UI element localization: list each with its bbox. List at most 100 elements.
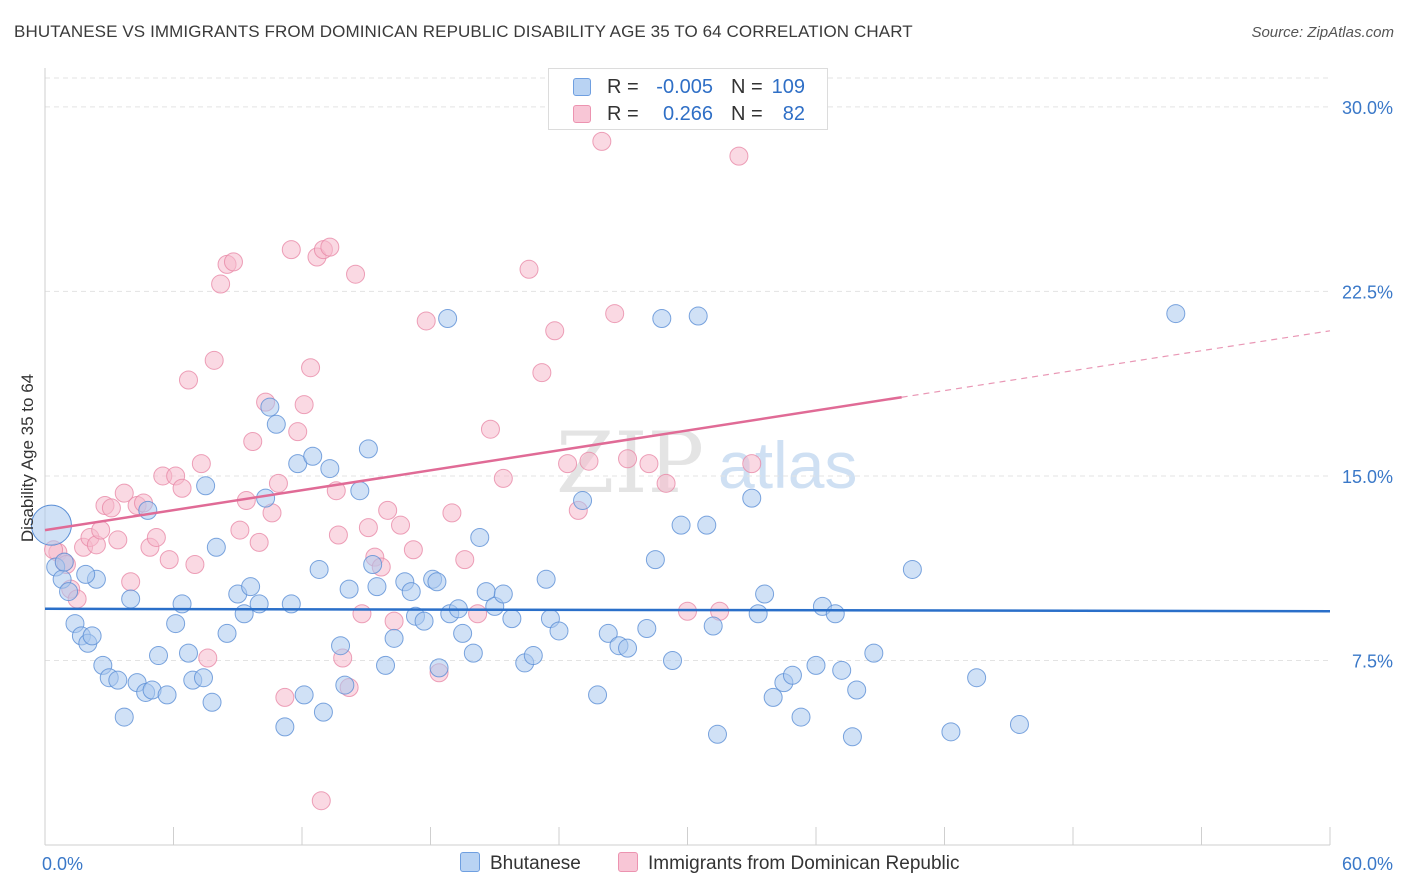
data-point: [755, 584, 775, 604]
data-point: [549, 621, 569, 641]
legend-item-bhutanese: Bhutanese: [460, 852, 581, 875]
n-label: N =: [731, 76, 763, 98]
data-point: [378, 500, 398, 520]
pink-swatch: [573, 105, 591, 123]
data-point: [157, 685, 177, 705]
data-point: [455, 550, 475, 570]
n-label: N =: [731, 103, 763, 125]
trend-line-bhutanese: [44, 607, 1331, 613]
data-point: [1166, 304, 1186, 324]
data-point: [193, 668, 213, 688]
r-label: R =: [607, 76, 639, 98]
x-tick-label-min: 0.0%: [42, 854, 83, 874]
x-tick-labels: 0.0% 60.0%: [42, 854, 1393, 874]
data-point: [339, 579, 359, 599]
data-point: [806, 655, 826, 675]
data-point: [536, 569, 556, 589]
data-point: [742, 454, 762, 474]
data-point: [493, 468, 513, 488]
data-point: [847, 680, 867, 700]
data-point: [101, 498, 121, 518]
data-point: [313, 702, 333, 722]
legend-label: Immigrants from Dominican Republic: [648, 853, 960, 874]
data-point: [108, 670, 128, 690]
data-point: [294, 685, 314, 705]
data-point: [637, 618, 657, 638]
data-point: [275, 687, 295, 707]
data-point: [618, 449, 638, 469]
data-point: [367, 577, 387, 597]
data-point: [178, 370, 198, 390]
data-point: [114, 483, 134, 503]
data-point: [376, 655, 396, 675]
data-point: [294, 395, 314, 415]
y-tick-label: 15.0%: [1342, 467, 1393, 487]
data-point: [108, 530, 128, 550]
grid: [45, 77, 1330, 661]
data-point: [178, 643, 198, 663]
data-point: [573, 491, 593, 511]
data-point: [301, 358, 321, 378]
data-point: [403, 540, 423, 560]
blue-swatch: [460, 852, 480, 872]
data-point: [639, 454, 659, 474]
data-point: [281, 240, 301, 260]
data-point: [204, 350, 224, 370]
data-point: [825, 604, 845, 624]
data-point: [198, 648, 218, 668]
trend-line-dominican: [44, 395, 902, 532]
data-point: [842, 727, 862, 747]
data-point: [121, 572, 141, 592]
data-point: [268, 473, 288, 493]
y-tick-labels: 7.5% 15.0% 22.5% 30.0%: [1342, 98, 1393, 672]
data-point: [76, 564, 96, 584]
data-point: [429, 658, 449, 678]
data-point: [230, 520, 250, 540]
data-point: [358, 439, 378, 459]
data-point: [427, 572, 447, 592]
data-point: [149, 646, 169, 666]
data-point: [266, 414, 286, 434]
data-point: [335, 675, 355, 695]
data-point: [791, 707, 811, 727]
data-point: [519, 259, 539, 279]
data-point: [1009, 714, 1029, 734]
data-point: [502, 609, 522, 629]
data-point: [166, 614, 186, 634]
data-point: [579, 451, 599, 471]
data-point: [671, 515, 691, 535]
data-point: [346, 264, 366, 284]
data-point: [275, 717, 295, 737]
data-point: [941, 722, 961, 742]
data-point: [249, 532, 269, 552]
data-point: [656, 473, 676, 493]
data-point: [363, 555, 383, 575]
data-point: [729, 146, 749, 166]
blue-series-points: [30, 304, 1186, 747]
x-tick-label-max: 60.0%: [1342, 854, 1393, 874]
data-point: [202, 692, 222, 712]
data-point: [114, 707, 134, 727]
r-value: 0.266: [662, 103, 713, 125]
data-point: [652, 308, 672, 328]
data-point: [748, 604, 768, 624]
y-axis-label: Disability Age 35 to 64: [18, 374, 37, 542]
y-tick-label: 7.5%: [1352, 651, 1393, 671]
axes: [44, 68, 1331, 846]
data-point: [288, 422, 308, 442]
data-point: [605, 304, 625, 324]
data-point: [384, 611, 404, 631]
data-point: [328, 525, 348, 545]
data-point: [645, 550, 665, 570]
legend-row-dominican: R = 0.266 N = 82: [549, 101, 827, 127]
data-point: [311, 791, 331, 811]
data-point: [414, 611, 434, 631]
data-point: [331, 636, 351, 656]
trend-lines: [44, 330, 1331, 613]
n-value: 82: [782, 103, 805, 125]
data-point: [217, 623, 237, 643]
data-point: [688, 306, 708, 326]
r-label: R =: [607, 103, 639, 125]
data-point: [902, 559, 922, 579]
